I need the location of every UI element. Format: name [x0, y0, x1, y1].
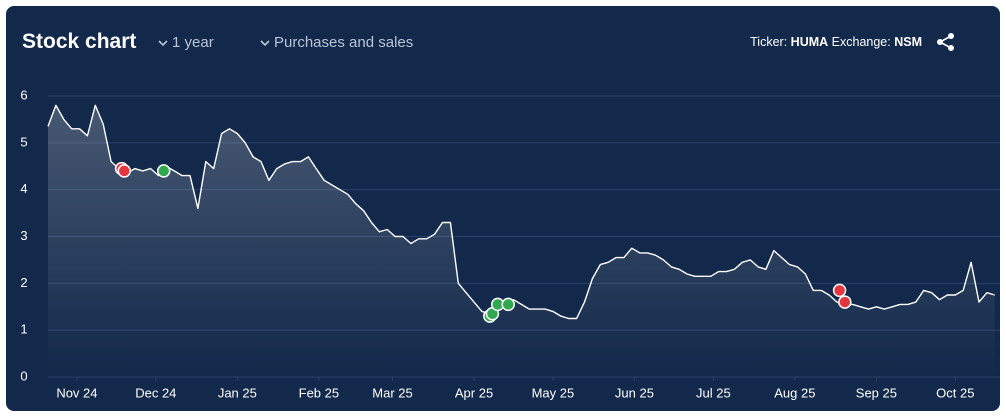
filter-dropdown[interactable]: Purchases and sales — [260, 34, 413, 51]
y-tick-label: 3 — [20, 228, 27, 243]
ticker: HUMA — [790, 35, 829, 49]
y-tick-label: 2 — [20, 275, 27, 290]
x-tick-label: Jul 25 — [696, 385, 731, 400]
stock-chart-card: Stock chart 1 year Purchases and sales T… — [6, 6, 1000, 411]
chart: 0 1 2 3 4 5 6 Nov 24 Dec 24 Jan 25 Feb 25 Mar 25 Apr… — [20, 87, 1000, 400]
x-tick-label: Sep 25 — [856, 385, 897, 400]
y-tick-label: 4 — [20, 181, 27, 196]
chart-title: Stock chart — [22, 30, 137, 53]
x-tick-label: Oct 25 — [936, 385, 974, 400]
purchases-marker — [501, 297, 515, 312]
x-tick-label: Nov 24 — [56, 385, 97, 400]
chevron — [158, 40, 168, 47]
exchange: NSM — [894, 35, 922, 49]
filter-label: Purchases and sales — [274, 34, 414, 51]
period-label: 1 year — [172, 34, 214, 51]
chevron — [260, 40, 270, 47]
x-tick-label: Apr 25 — [455, 385, 493, 400]
y-tick-label: 5 — [20, 134, 27, 149]
y-tick-label: 0 — [20, 368, 27, 383]
sales-marker — [117, 164, 132, 178]
x-tick-label: Jan 25 — [218, 385, 257, 400]
share-button[interactable] — [936, 32, 956, 52]
x-tick-label: Aug 25 — [774, 385, 815, 400]
x-tick-label: Dec 24 — [135, 385, 176, 400]
x-tick-label: Jun 25 — [615, 385, 654, 400]
x-tick-label: Mar 25 — [372, 385, 412, 400]
x-tick-label: May 25 — [532, 385, 575, 400]
y-tick-label: 1 — [20, 322, 27, 337]
sales-marker — [838, 295, 852, 309]
x-tick-label: Feb 25 — [299, 385, 339, 400]
period-dropdown[interactable]: 1 year — [158, 34, 214, 51]
ticker-info: Ticker: HUMA Exchange: NSM — [750, 35, 922, 49]
y-tick-label: 6 — [20, 87, 27, 102]
price-area — [48, 105, 995, 378]
ticker-label: Ticker: — [750, 35, 788, 49]
purchases-marker — [156, 164, 171, 178]
sales-marker — [832, 283, 847, 298]
price-line — [47, 104, 995, 320]
exchange-label: Exchange: — [831, 35, 891, 49]
header: Stock chart 1 year Purchases and sales T… — [6, 6, 1000, 76]
